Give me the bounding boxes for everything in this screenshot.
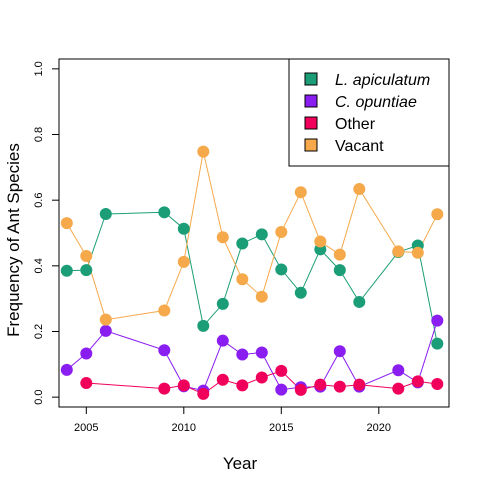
data-point-l-apiculatum bbox=[236, 237, 249, 250]
data-point-other bbox=[236, 379, 249, 392]
data-point-l-apiculatum bbox=[353, 295, 366, 308]
data-point-l-apiculatum bbox=[99, 207, 112, 220]
data-point-other bbox=[314, 378, 327, 391]
y-axis-title: Frequency of Ant Species bbox=[4, 143, 23, 337]
data-point-other bbox=[431, 378, 444, 391]
data-point-l-apiculatum bbox=[158, 206, 171, 219]
legend-swatch bbox=[304, 116, 318, 130]
data-point-vacant bbox=[99, 313, 112, 326]
data-point-other bbox=[216, 373, 229, 386]
data-point-other bbox=[177, 379, 190, 392]
data-point-other bbox=[80, 377, 93, 390]
data-point-vacant bbox=[431, 208, 444, 221]
data-point-l-apiculatum bbox=[197, 319, 210, 332]
legend: L. apiculatum C. opuntiae Other Vacant bbox=[288, 58, 450, 167]
data-point-other bbox=[392, 382, 405, 395]
x-axis: 2005 2010 2015 2020 bbox=[74, 406, 391, 434]
data-point-c-opuntiae bbox=[275, 383, 288, 396]
data-point-vacant bbox=[177, 255, 190, 268]
data-point-l-apiculatum bbox=[431, 337, 444, 350]
legend-label: Vacant bbox=[335, 138, 384, 155]
data-point-c-opuntiae bbox=[60, 363, 73, 376]
data-point-vacant bbox=[392, 245, 405, 258]
data-point-vacant bbox=[197, 145, 210, 158]
data-point-vacant bbox=[294, 186, 307, 199]
data-point-c-opuntiae bbox=[236, 348, 249, 361]
y-tick-label: 0.8 bbox=[33, 127, 45, 142]
x-tick-label: 2015 bbox=[269, 422, 293, 434]
y-tick-label: 1.0 bbox=[33, 61, 45, 76]
data-point-l-apiculatum bbox=[60, 264, 73, 277]
series-line-c-opuntiae bbox=[66, 320, 438, 392]
data-point-vacant bbox=[60, 217, 73, 230]
data-point-vacant bbox=[158, 304, 171, 317]
x-tick-label: 2005 bbox=[74, 422, 98, 434]
legend-label: L. apiculatum bbox=[335, 72, 430, 89]
legend-swatch bbox=[304, 94, 318, 108]
data-point-other bbox=[294, 383, 307, 396]
data-point-l-apiculatum bbox=[177, 222, 190, 235]
data-point-vacant bbox=[80, 249, 93, 262]
data-point-other bbox=[158, 382, 171, 395]
y-tick-label: 0.2 bbox=[33, 324, 45, 339]
data-point-other bbox=[353, 378, 366, 391]
legend-swatch bbox=[304, 138, 318, 152]
data-point-l-apiculatum bbox=[255, 228, 268, 241]
data-point-vacant bbox=[216, 231, 229, 244]
data-point-c-opuntiae bbox=[216, 334, 229, 347]
legend-label: C. opuntiae bbox=[335, 94, 417, 111]
data-point-vacant bbox=[333, 248, 346, 261]
data-point-c-opuntiae bbox=[392, 364, 405, 377]
data-point-l-apiculatum bbox=[275, 263, 288, 276]
data-point-other bbox=[197, 387, 210, 400]
series-line-l-apiculatum bbox=[66, 211, 438, 344]
legend-label: Other bbox=[335, 116, 376, 133]
y-axis: 0.0 0.2 0.4 0.6 0.8 1.0 bbox=[33, 61, 60, 405]
x-axis-title: Year bbox=[223, 454, 258, 473]
data-point-other bbox=[411, 375, 424, 388]
data-point-l-apiculatum bbox=[216, 297, 229, 310]
y-tick-label: 0.0 bbox=[33, 390, 45, 405]
data-point-other bbox=[255, 371, 268, 384]
data-point-c-opuntiae bbox=[80, 347, 93, 360]
data-point-vacant bbox=[275, 226, 288, 239]
data-point-l-apiculatum bbox=[333, 264, 346, 277]
y-tick-label: 0.6 bbox=[33, 193, 45, 208]
data-point-vacant bbox=[236, 273, 249, 286]
data-point-l-apiculatum bbox=[80, 264, 93, 277]
series-layer bbox=[60, 145, 444, 400]
data-point-c-opuntiae bbox=[431, 314, 444, 327]
series-line-vacant bbox=[66, 151, 438, 321]
data-point-c-opuntiae bbox=[158, 344, 171, 357]
legend-swatch bbox=[304, 72, 318, 86]
data-point-other bbox=[333, 380, 346, 393]
x-tick-label: 2020 bbox=[367, 422, 391, 434]
data-point-other bbox=[275, 364, 288, 377]
data-point-l-apiculatum bbox=[294, 286, 307, 299]
data-point-vacant bbox=[255, 290, 268, 303]
data-point-c-opuntiae bbox=[255, 346, 268, 359]
data-point-vacant bbox=[314, 235, 327, 248]
data-point-c-opuntiae bbox=[99, 324, 112, 337]
x-tick-label: 2010 bbox=[172, 422, 196, 434]
data-point-c-opuntiae bbox=[333, 345, 346, 358]
data-point-vacant bbox=[411, 246, 424, 259]
y-tick-label: 0.4 bbox=[33, 258, 45, 273]
data-point-vacant bbox=[353, 183, 366, 196]
